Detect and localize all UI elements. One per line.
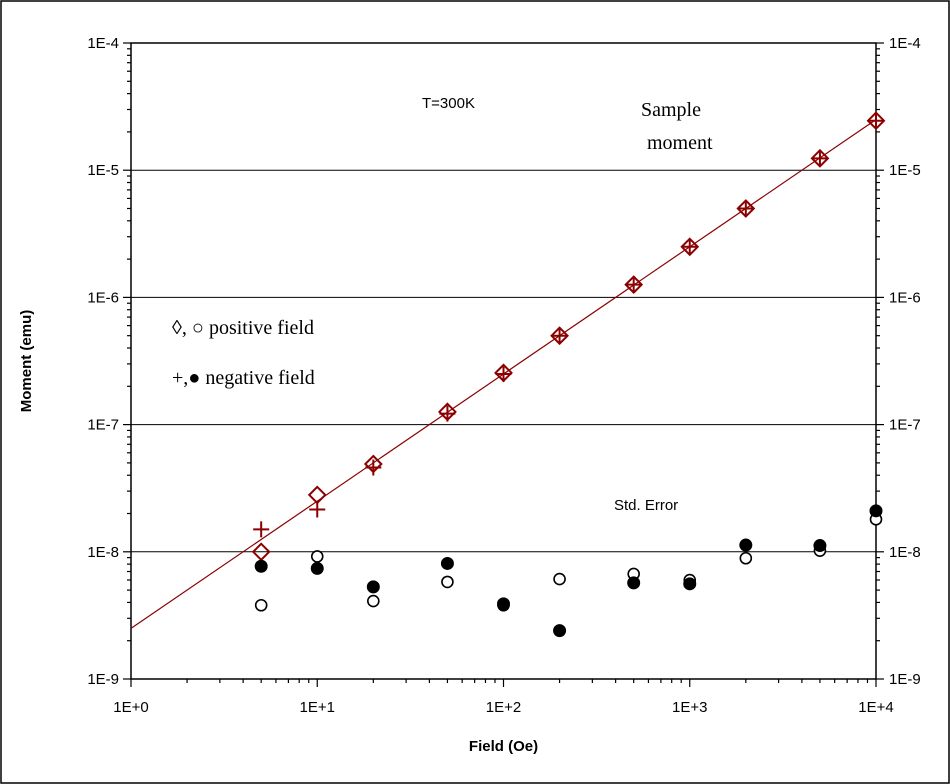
point-plus-negative (365, 459, 382, 476)
point-plus-negative (737, 200, 754, 217)
x-tick-label: 1E+2 (486, 699, 521, 716)
sample-moment-label-line2: moment (647, 132, 713, 154)
x-tick-label: 1E+4 (858, 699, 893, 716)
y-tick-label-left: 1E-8 (87, 544, 119, 561)
legend-positive-field: ◊, ○ positive field (172, 317, 314, 339)
y-tick-label-left: 1E-4 (87, 35, 119, 52)
point-plus-negative (309, 501, 326, 518)
point-circle-open-positive (254, 598, 268, 612)
point-circle-open-positive (553, 572, 566, 586)
point-plus-negative (551, 327, 568, 344)
point-plus-negative (439, 405, 456, 422)
y-tick-label-right: 1E-8 (889, 544, 921, 561)
point-plus-negative (495, 365, 512, 382)
y-tick-label-left: 1E-7 (87, 417, 119, 434)
plot-background (130, 42, 877, 680)
x-tick-label: 1E+1 (300, 699, 335, 716)
point-circle-open-positive (739, 551, 753, 565)
point-plus-negative (681, 238, 698, 255)
point-circle-filled-negative (627, 576, 641, 590)
x-tick-label: 1E+0 (113, 699, 148, 716)
point-plus-negative (868, 112, 884, 129)
y-tick-label-left: 1E-9 (87, 671, 119, 688)
std-error-label: Std. Error (614, 497, 678, 514)
point-diamond-positive (624, 275, 644, 295)
plot-area (130, 42, 877, 680)
point-circle-filled-negative (366, 580, 380, 594)
y-tick-label-right: 1E-7 (889, 417, 921, 434)
point-circle-filled-negative (440, 556, 454, 570)
point-diamond-positive (810, 148, 830, 168)
point-circle-open-positive (441, 575, 454, 589)
point-circle-filled-negative (869, 504, 883, 518)
point-circle-filled-negative (553, 624, 567, 638)
legend-negative-field: +,● negative field (172, 367, 315, 389)
data-marks (251, 111, 886, 638)
point-circle-filled-negative (497, 597, 510, 611)
x-axis-title: Field (Oe) (469, 738, 538, 755)
axes: 1E-9 1E-9 1E-8 1E-8 1E-7 1E-7 1E-6 1E-6 1E-5 1E-5… (87, 35, 920, 716)
y-tick-label-left: 1E-5 (87, 162, 119, 179)
point-plus-negative (811, 150, 828, 167)
point-circle-filled-negative (683, 577, 697, 591)
y-axis-title: Moment (emu) (18, 310, 35, 413)
temperature-label: T=300K (422, 95, 475, 112)
point-circle-filled-negative (813, 539, 827, 553)
point-circle-filled-negative (254, 559, 268, 573)
point-plus-negative (625, 276, 642, 293)
point-circle-open-positive (367, 594, 380, 608)
x-tick-label: 1E+3 (672, 699, 707, 716)
sample-moment-label-line1: Sample (641, 99, 701, 121)
y-tick-label-right: 1E-5 (889, 162, 921, 179)
point-circle-open-positive (310, 550, 324, 563)
point-plus-negative (253, 521, 270, 538)
y-tick-label-right: 1E-6 (889, 289, 921, 306)
y-tick-label-right: 1E-4 (889, 35, 921, 52)
point-circle-filled-negative (310, 561, 324, 575)
y-tick-label-right: 1E-9 (889, 671, 921, 688)
point-circle-filled-negative (739, 538, 753, 552)
y-tick-label-left: 1E-6 (87, 289, 119, 306)
grid-lines (131, 169, 876, 553)
